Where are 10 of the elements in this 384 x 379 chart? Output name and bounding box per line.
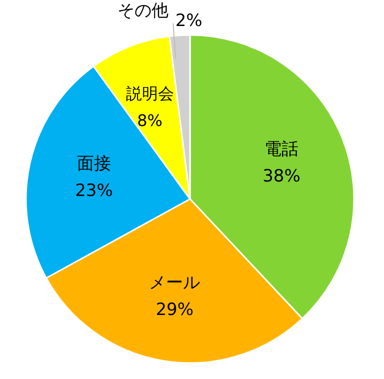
slice-label: 面接 — [76, 154, 111, 174]
data-label: 29% — [156, 300, 194, 320]
slice-label: メール — [149, 272, 200, 293]
data-label: 23% — [75, 181, 113, 202]
data-label: 2% — [175, 10, 202, 32]
slice-label: 説明会 — [126, 84, 174, 103]
slice-label: その他 — [118, 0, 169, 21]
slice-label: 電話 — [264, 139, 298, 160]
data-label: 8% — [137, 110, 162, 130]
data-label: 38% — [262, 166, 300, 186]
